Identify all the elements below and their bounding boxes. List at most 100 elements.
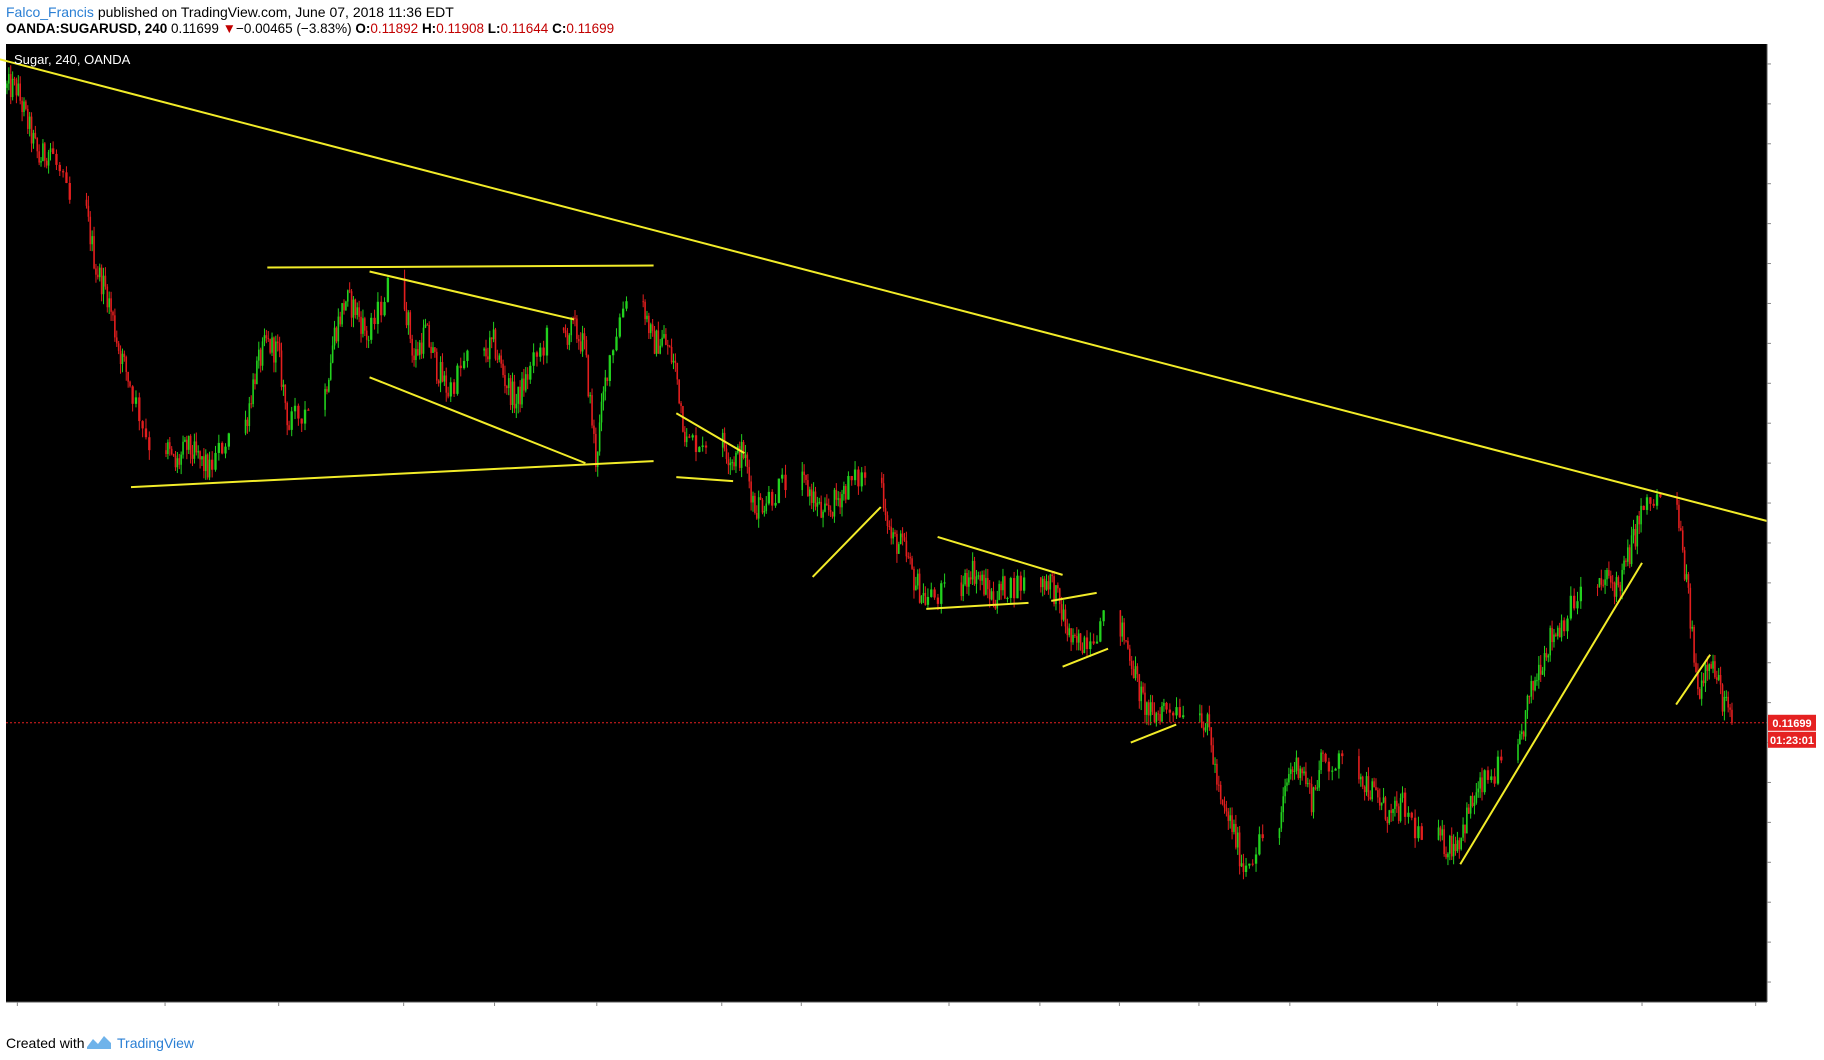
candle-body [1613, 582, 1616, 597]
candle-body [430, 346, 432, 353]
candle-body [814, 491, 817, 507]
candle-body [1254, 854, 1258, 864]
candle-body [1388, 810, 1391, 824]
candle-body [568, 335, 571, 345]
candle-body [195, 441, 198, 453]
candle-body [504, 375, 506, 387]
candlestick-chart[interactable]: 0.10400 0.10600 0.10800 0.11000 0.11200 0.114… [0, 0, 1824, 1024]
candle-body [254, 379, 256, 385]
candle-body [532, 352, 535, 366]
candle-body [1165, 702, 1168, 710]
candle-body [576, 318, 578, 340]
candle-body [1000, 583, 1002, 591]
price-axis[interactable]: 0.10400 0.10600 0.10800 0.11000 0.11200 0.114… [1767, 59, 1816, 989]
price-change: −0.00465 (−3.83%) [236, 21, 352, 36]
candle-body [1371, 781, 1373, 800]
trendline [937, 536, 1063, 576]
candle-body [452, 382, 456, 394]
candle-body [583, 333, 586, 340]
candle-body [1149, 702, 1152, 716]
candle-body [666, 344, 669, 347]
candle-body [1378, 797, 1381, 806]
symbol-label: OANDA:SUGARUSD, 240 [6, 21, 168, 36]
candle-body [170, 448, 173, 455]
candle-body [1617, 577, 1620, 586]
time-tick-label: 14 [1431, 1008, 1443, 1020]
candle-body [1560, 620, 1563, 638]
candle-body [750, 481, 752, 503]
candle-body [329, 362, 332, 380]
candle-body [1324, 753, 1327, 762]
tradingview-logo-icon[interactable] [86, 1033, 112, 1051]
candle-body [221, 442, 224, 454]
candle-body [888, 525, 891, 527]
candle-body [990, 591, 993, 600]
candle-body [119, 350, 122, 365]
candle-body [973, 560, 976, 584]
candle-body [263, 335, 266, 342]
candle-body [752, 495, 754, 503]
candle-body [290, 411, 293, 430]
candle-body [348, 290, 351, 292]
candle-body [1305, 771, 1307, 785]
price-tick-label: 0.10800 [1776, 897, 1816, 909]
candle-body [905, 540, 908, 557]
candle-body [131, 386, 134, 404]
candle-body [704, 445, 708, 448]
candle-body [682, 406, 684, 432]
candle-body [539, 347, 542, 357]
candle-body [1070, 628, 1072, 643]
candle-body [248, 403, 251, 427]
candle-body [595, 433, 597, 468]
candle-body [227, 433, 231, 447]
time-axis[interactable]: 9 22 Feb 12 20 Mar 12 19 Apr 9 16 23 May 14 21 Jun 11 [14, 1002, 1761, 1020]
candle-body [1178, 707, 1182, 718]
candle-body [841, 493, 843, 508]
candle-body [141, 421, 144, 429]
candle-body [1314, 787, 1317, 789]
close-label: C: [552, 21, 567, 36]
candle-body [1693, 626, 1695, 663]
countdown-tag [1768, 731, 1816, 748]
candle-body [303, 409, 307, 424]
candle-body [924, 592, 927, 605]
time-tick-label: Apr [940, 1008, 957, 1020]
candle-body [1602, 584, 1605, 586]
candle-body [674, 360, 677, 364]
candle-body [1447, 853, 1449, 858]
candle-body [51, 148, 55, 154]
candle-body [1040, 577, 1042, 588]
candle-body [940, 583, 943, 604]
candle-body [820, 501, 822, 518]
candle-body [589, 395, 591, 397]
candle-body [1417, 826, 1420, 839]
candle-body [26, 108, 29, 129]
candle-body [1233, 823, 1235, 832]
tradingview-link[interactable]: TradingView [117, 1035, 195, 1051]
price-tick-label: 0.12400 [1776, 578, 1816, 590]
created-with-text: Created with [6, 1035, 85, 1051]
candle-body [186, 439, 188, 450]
candle-body [30, 116, 33, 144]
candle-body [1055, 585, 1057, 605]
author-link[interactable]: Falco_Francis [6, 4, 94, 20]
candle-body [1683, 550, 1686, 580]
candle-body [1619, 585, 1622, 592]
candle-body [1471, 795, 1474, 807]
candle-body [1479, 777, 1481, 789]
candle-body [148, 437, 151, 451]
candle-body [1450, 835, 1453, 857]
candle-body [1536, 680, 1538, 682]
candle-body [1556, 627, 1559, 637]
candle-body [257, 349, 260, 361]
candle-body [659, 345, 662, 354]
candle-body [1627, 547, 1629, 562]
trendline [267, 264, 654, 269]
candle-body [1072, 635, 1074, 643]
candle-body [1102, 610, 1105, 622]
candle-body [1236, 832, 1239, 848]
candle-body [273, 337, 275, 363]
candle-body [837, 498, 840, 500]
candle-body [34, 132, 37, 139]
candle-body [1163, 702, 1165, 707]
